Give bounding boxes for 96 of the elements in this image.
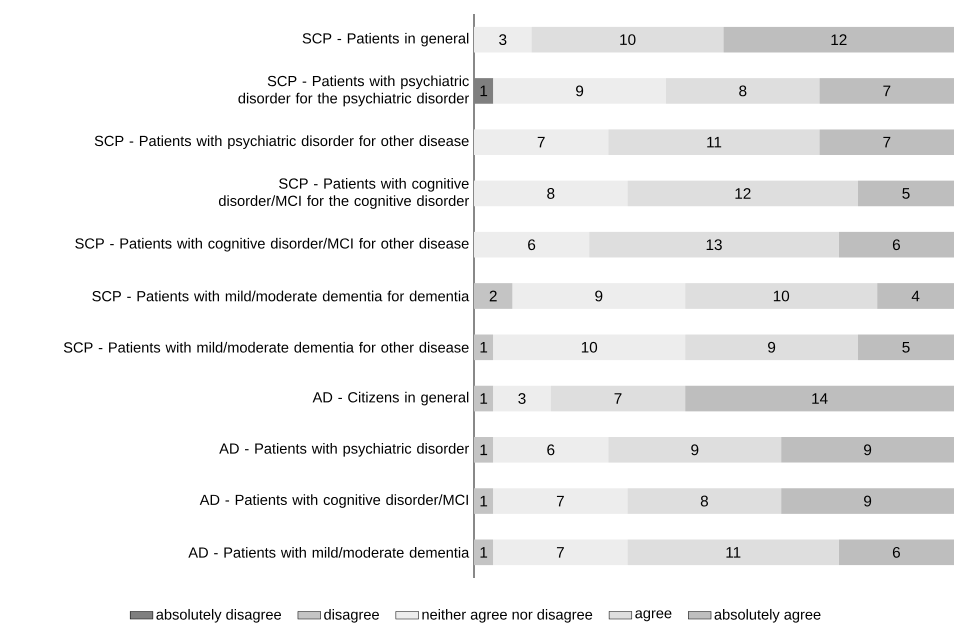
- data-label: 8: [739, 85, 746, 96]
- y-tick-label: SCP - Patients with mild/moderate dementia for dementia: [92, 290, 470, 302]
- data-label: 6: [528, 239, 536, 250]
- data-label: 12: [831, 34, 847, 45]
- bar: [628, 540, 839, 566]
- bar: [838, 540, 954, 566]
- bar: [838, 232, 954, 258]
- data-label: 6: [892, 239, 900, 250]
- data-label: 2: [490, 290, 497, 302]
- bar: [474, 488, 494, 514]
- data-label: 1: [480, 444, 488, 456]
- data-label: 1: [480, 342, 488, 353]
- data-label: 7: [538, 136, 545, 148]
- bar: [666, 78, 820, 104]
- y-tick-label: SCP - Patients in general: [302, 32, 468, 46]
- bar: [474, 129, 608, 155]
- data-label: 9: [595, 290, 602, 302]
- data-label: 1: [480, 86, 488, 96]
- y-tick-label: AD - Citizens in general: [312, 392, 468, 406]
- bar: [608, 437, 782, 463]
- data-label: 7: [883, 86, 890, 96]
- data-label: 7: [556, 547, 564, 558]
- data-label: 9: [768, 342, 776, 353]
- data-label: 9: [691, 444, 698, 456]
- data-label: 5: [902, 342, 910, 353]
- bar: [474, 437, 494, 463]
- bar: [474, 180, 628, 206]
- bar: [474, 540, 494, 566]
- legend-label: agree: [635, 610, 672, 622]
- bar: [781, 488, 954, 514]
- data-label: 7: [556, 496, 564, 506]
- bar: [685, 283, 878, 309]
- bar: [820, 78, 954, 104]
- data-label: 13: [706, 239, 722, 250]
- data-label: 6: [892, 546, 900, 558]
- data-label: 3: [518, 393, 526, 404]
- bar: [474, 78, 494, 104]
- bar: [493, 437, 608, 463]
- bar: [877, 283, 954, 309]
- y-tick-label: AD - Patients with psychiatric disorder: [219, 443, 470, 457]
- bar: [474, 334, 494, 360]
- bar: [685, 386, 954, 412]
- y-tick-label: SCP - Patients with cognitive disorder/MCI for the cognitive disorder: [218, 178, 470, 209]
- y-tick-label: SCP - Patients with cognitive disorder/MCI for other disease: [75, 238, 469, 252]
- bar: [532, 26, 724, 52]
- data-label: 10: [582, 342, 598, 353]
- bar: [493, 488, 628, 514]
- legend-label: disagree: [324, 608, 379, 623]
- bar: [724, 26, 954, 52]
- data-label: 9: [864, 496, 872, 506]
- data-label: 10: [774, 290, 790, 302]
- bar: [474, 26, 532, 52]
- bar: [493, 78, 666, 104]
- y-tick-label: SCP - Patients with psychiatric disorder for other disease: [94, 135, 469, 149]
- data-label: 7: [883, 136, 890, 148]
- y-tick-label: SCP - Patients with psychiatric disorder for the psychiatric disorder: [238, 75, 470, 106]
- bar: [493, 334, 686, 360]
- data-label: 7: [614, 393, 622, 404]
- data-label: 1: [480, 496, 488, 506]
- data-label: 6: [547, 444, 554, 456]
- data-label: 9: [864, 444, 872, 456]
- data-label: 9: [576, 85, 584, 96]
- data-label: 12: [735, 188, 751, 199]
- bar: [685, 334, 858, 360]
- bar: [474, 232, 590, 258]
- y-tick-label: AD - Patients with cognitive disorder/MCI: [200, 494, 468, 508]
- data-label: 8: [700, 496, 708, 506]
- bar: [858, 334, 954, 360]
- legend-label: neither agree nor disagree: [422, 608, 592, 623]
- bar: [820, 129, 954, 155]
- data-label: 1: [480, 393, 488, 404]
- bar: [628, 180, 858, 206]
- y-tick-label: AD - Patients with mild/moderate dementia: [188, 547, 470, 558]
- bar: [781, 437, 954, 463]
- bar: [512, 283, 686, 309]
- bar: [550, 386, 686, 412]
- bar: [589, 232, 839, 258]
- data-label: 11: [707, 136, 722, 148]
- data-label: 1: [480, 547, 488, 558]
- bar: [608, 129, 820, 155]
- bar: [628, 488, 782, 514]
- data-label: 11: [726, 547, 740, 558]
- data-label: 4: [912, 290, 920, 302]
- data-label: 14: [812, 393, 828, 404]
- bar: [474, 386, 494, 412]
- y-tick-label: SCP - Patients with mild/moderate dementia for other disease: [64, 342, 469, 353]
- legend-label: absolutely disagree: [156, 608, 282, 623]
- data-label: 3: [499, 34, 506, 46]
- bar: [858, 180, 954, 206]
- data-label: 10: [620, 34, 636, 46]
- data-label: 8: [547, 188, 554, 199]
- bar: [493, 386, 551, 412]
- data-label: 5: [902, 188, 910, 199]
- legend-label: absolutely agree: [714, 608, 820, 623]
- bar: [474, 283, 512, 309]
- bar: [493, 540, 628, 566]
